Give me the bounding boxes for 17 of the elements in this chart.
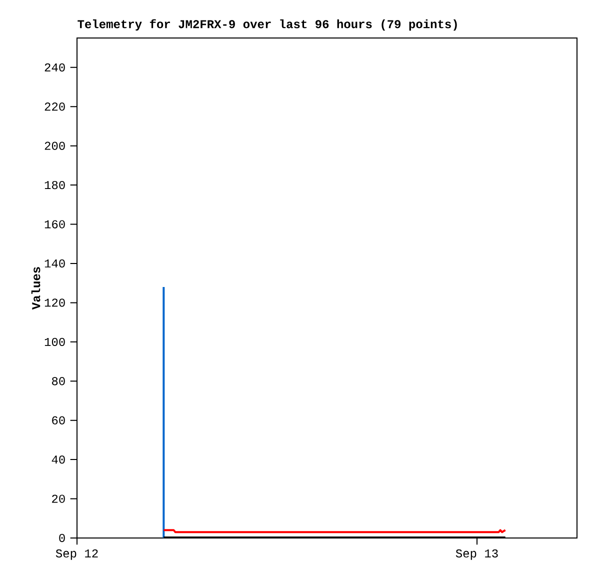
chart-title: Telemetry for JM2FRX-9 over last 96 hours (79 points) bbox=[78, 19, 457, 31]
y-tick-label: 80 bbox=[52, 377, 65, 386]
y-tick-label: 0 bbox=[59, 534, 65, 542]
y-tick-label: 240 bbox=[44, 63, 65, 72]
y-tick-label: 60 bbox=[52, 416, 65, 424]
y-tick-label: 180 bbox=[44, 180, 65, 190]
y-tick-label: 200 bbox=[44, 142, 65, 150]
y-tick-label: 120 bbox=[44, 298, 65, 307]
y-tick-label: 40 bbox=[52, 455, 65, 464]
y-tick-label: 160 bbox=[44, 220, 65, 228]
x-tick-label: Sep 12 bbox=[56, 549, 98, 560]
y-tick-label: 220 bbox=[44, 102, 65, 111]
y-tick-label: 100 bbox=[44, 338, 65, 346]
y-tick-label: 20 bbox=[52, 494, 65, 503]
y-tick-label: 140 bbox=[44, 259, 65, 268]
y-axis-title: Values bbox=[31, 267, 40, 310]
x-tick-label: Sep 13 bbox=[456, 549, 498, 560]
